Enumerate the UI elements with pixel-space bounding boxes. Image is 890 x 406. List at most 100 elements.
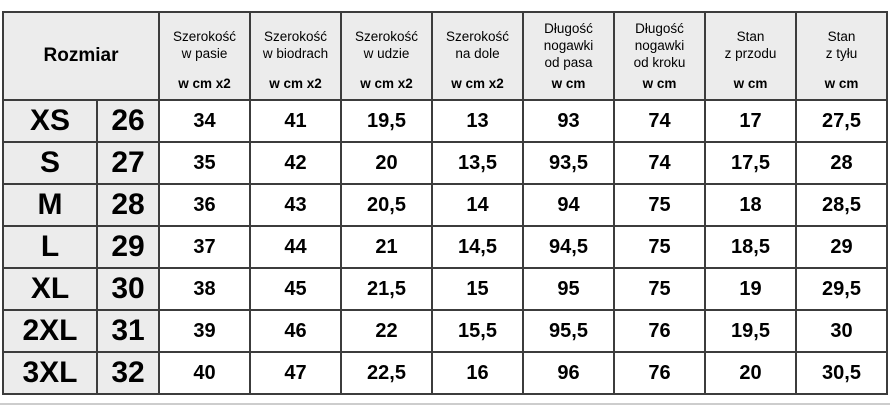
size-number-cell: 28 [96, 183, 160, 227]
measurement-cell: 34 [158, 99, 251, 143]
measurement-cell: 47 [249, 351, 342, 395]
column-header-label: Szerokość w pasie [172, 29, 237, 61]
size-label-cell: XL [2, 267, 98, 311]
measurement-cell: 96 [522, 351, 615, 395]
column-unit-label: w cm [733, 76, 768, 91]
measurement-cell: 16 [431, 351, 524, 395]
measurement-cell: 74 [613, 141, 706, 185]
column-header-label: Długość nogawki od kroku [633, 20, 686, 70]
column-header-label: Długość nogawki od pasa [543, 20, 594, 70]
measurement-cell: 76 [613, 309, 706, 353]
measurement-cell: 44 [249, 225, 342, 269]
measurement-cell: 13,5 [431, 141, 524, 185]
table-row-xl: XL 30 38 45 21,5 15 95 75 19 29,5 [2, 267, 888, 311]
measurement-cell: 29,5 [795, 267, 888, 311]
measurement-cell: 21,5 [340, 267, 433, 311]
column-header-waist-width: Szerokość w pasie w cm x2 [158, 11, 251, 101]
measurement-cell: 30,5 [795, 351, 888, 395]
size-number-cell: 27 [96, 141, 160, 185]
measurement-cell: 94,5 [522, 225, 615, 269]
measurement-cell: 18 [704, 183, 797, 227]
measurement-cell: 45 [249, 267, 342, 311]
column-header-hip-width: Szerokość w biodrach w cm x2 [249, 11, 342, 101]
measurement-cell: 38 [158, 267, 251, 311]
measurement-cell: 30 [795, 309, 888, 353]
measurement-cell: 14 [431, 183, 524, 227]
size-label-cell: S [2, 141, 98, 185]
column-header-thigh-width: Szerokość w udzie w cm x2 [340, 11, 433, 101]
measurement-cell: 95,5 [522, 309, 615, 353]
size-chart-table: Rozmiar Szerokość w pasie w cm x2 [2, 11, 888, 395]
size-label-cell: L [2, 225, 98, 269]
measurement-cell: 15 [431, 267, 524, 311]
measurement-cell: 20,5 [340, 183, 433, 227]
measurement-cell: 29 [795, 225, 888, 269]
size-number-cell: 31 [96, 309, 160, 353]
size-label-cell: 2XL [2, 309, 98, 353]
measurement-cell: 22,5 [340, 351, 433, 395]
column-header-label: Stan z przodu [724, 29, 777, 61]
corner-header-size: Rozmiar [2, 11, 160, 101]
column-unit-label: w cm [551, 76, 586, 91]
measurement-cell: 28 [795, 141, 888, 185]
table-row-xs: XS 26 34 41 19,5 13 93 74 17 27,5 [2, 99, 888, 143]
measurement-cell: 18,5 [704, 225, 797, 269]
measurement-cell: 75 [613, 267, 706, 311]
measurement-cell: 22 [340, 309, 433, 353]
measurement-cell: 76 [613, 351, 706, 395]
measurement-cell: 19,5 [704, 309, 797, 353]
header-row: Rozmiar Szerokość w pasie w cm x2 [2, 11, 888, 101]
measurement-cell: 94 [522, 183, 615, 227]
cropped-next-table-edge [0, 403, 890, 405]
measurement-cell: 93,5 [522, 141, 615, 185]
measurement-cell: 40 [158, 351, 251, 395]
measurement-cell: 42 [249, 141, 342, 185]
measurement-cell: 19,5 [340, 99, 433, 143]
size-label-cell: M [2, 183, 98, 227]
column-header-label: Szerokość w udzie [354, 29, 419, 61]
measurement-cell: 19 [704, 267, 797, 311]
measurement-cell: 20 [340, 141, 433, 185]
table-row-2xl: 2XL 31 39 46 22 15,5 95,5 76 19,5 30 [2, 309, 888, 353]
size-number-cell: 32 [96, 351, 160, 395]
column-header-bottom-width: Szerokość na dole w cm x2 [431, 11, 524, 101]
size-number-cell: 30 [96, 267, 160, 311]
size-label-cell: 3XL [2, 351, 98, 395]
column-header-front-rise: Stan z przodu w cm [704, 11, 797, 101]
measurement-cell: 21 [340, 225, 433, 269]
column-header-leg-length-from-waist: Długość nogawki od pasa w cm [522, 11, 615, 101]
measurement-cell: 20 [704, 351, 797, 395]
table-row-s: S 27 35 42 20 13,5 93,5 74 17,5 28 [2, 141, 888, 185]
column-unit-label: w cm x2 [269, 76, 322, 91]
measurement-cell: 39 [158, 309, 251, 353]
column-unit-label: w cm [824, 76, 859, 91]
measurement-cell: 75 [613, 183, 706, 227]
column-header-label: Szerokość w biodrach [262, 29, 329, 61]
measurement-cell: 37 [158, 225, 251, 269]
measurement-cell: 13 [431, 99, 524, 143]
measurement-cell: 43 [249, 183, 342, 227]
measurement-cell: 27,5 [795, 99, 888, 143]
measurement-cell: 75 [613, 225, 706, 269]
table-row-m: M 28 36 43 20,5 14 94 75 18 28,5 [2, 183, 888, 227]
measurement-cell: 95 [522, 267, 615, 311]
table-row-3xl: 3XL 32 40 47 22,5 16 96 76 20 30,5 [2, 351, 888, 395]
measurement-cell: 93 [522, 99, 615, 143]
column-header-label: Szerokość na dole [445, 29, 510, 61]
column-unit-label: w cm x2 [451, 76, 504, 91]
measurement-cell: 28,5 [795, 183, 888, 227]
measurement-cell: 17,5 [704, 141, 797, 185]
column-header-back-rise: Stan z tyłu w cm [795, 11, 888, 101]
column-header-label: Stan z tyłu [825, 29, 858, 61]
measurement-cell: 74 [613, 99, 706, 143]
column-unit-label: w cm [642, 76, 677, 91]
size-number-cell: 26 [96, 99, 160, 143]
measurement-cell: 36 [158, 183, 251, 227]
size-label-cell: XS [2, 99, 98, 143]
column-header-leg-length-from-crotch: Długość nogawki od kroku w cm [613, 11, 706, 101]
measurement-cell: 46 [249, 309, 342, 353]
measurement-cell: 17 [704, 99, 797, 143]
measurement-cell: 35 [158, 141, 251, 185]
size-number-cell: 29 [96, 225, 160, 269]
